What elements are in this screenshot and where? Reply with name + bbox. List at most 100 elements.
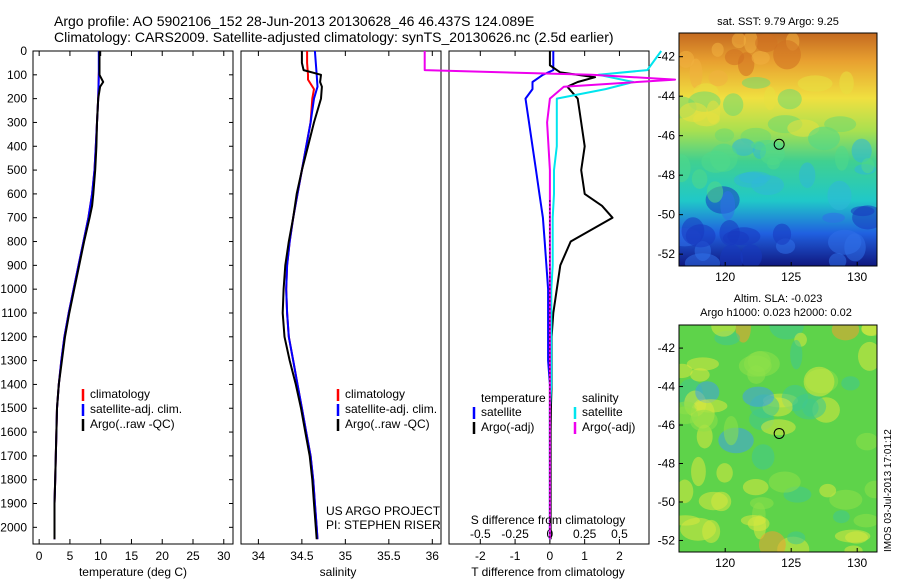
diff-legend-title-salinity: salinity	[582, 391, 619, 405]
depth-tick-label: 1000	[0, 282, 27, 296]
temp-xtick-label: 25	[186, 549, 200, 563]
diff-legend-label: Argo(-adj)	[582, 420, 635, 434]
map-ytick-label: -52	[658, 533, 676, 547]
diff-xtick-label: -2	[475, 549, 486, 563]
sal-xtick-label: 34.5	[290, 549, 314, 563]
map-texture-blob	[684, 253, 721, 266]
map-texture-blob	[755, 33, 778, 53]
temp-series-argo-raw-qc-	[53, 51, 105, 540]
diff-xtick-label: 0	[547, 549, 554, 563]
map-texture-blob	[861, 158, 875, 174]
map-texture-blob	[831, 325, 860, 341]
sla-map-ticks: 120 125 130 -42 -44 -46 -48 -50 -52	[658, 341, 868, 570]
sst-map-ticks: 120 125 130 -42 -44 -46 -48 -50 -52	[658, 50, 868, 284]
temperature-axes	[32, 50, 234, 545]
sal-xtick-label: 36	[426, 549, 440, 563]
map-texture-blob	[792, 393, 827, 420]
map-texture-blob	[716, 463, 733, 483]
map-texture-blob	[841, 376, 860, 391]
salinity-xlabel: salinity	[320, 565, 357, 579]
map-ytick-label: -50	[658, 495, 676, 509]
map-texture-blob	[737, 52, 755, 77]
diff-xtick-label: 2	[616, 549, 623, 563]
depth-tick-label: 1900	[0, 497, 27, 511]
map-texture-blob	[740, 244, 763, 266]
salinity-panel: 34 34.5 35 35.5 36 salinity climatologysatel…	[240, 50, 442, 579]
temp-xtick-label: 0	[36, 549, 43, 563]
map-texture-blob	[858, 341, 877, 371]
depth-tick-label: 1800	[0, 473, 27, 487]
map-xtick-label: 125	[781, 556, 801, 570]
map-texture-blob	[689, 409, 718, 432]
map-xtick-label: 120	[715, 556, 735, 570]
map-texture-blob	[834, 529, 871, 543]
salinity-series	[281, 50, 323, 540]
map-texture-blob	[751, 50, 770, 65]
salinity-axes	[240, 50, 442, 545]
map-ytick-label: -48	[658, 457, 676, 471]
temp-legend-label: satellite-adj. clim.	[90, 402, 182, 416]
map-texture-blob	[731, 33, 747, 49]
salinity-ticks: 34 34.5 35 35.5 36	[252, 51, 440, 563]
map-texture-blob	[689, 58, 703, 89]
diff-legend-label: satellite	[481, 405, 522, 419]
map-texture-blob	[732, 138, 756, 156]
difference-legend: temperature salinitysatelliteArgo(-adj)sa…	[472, 391, 635, 434]
sst-map-title: sat. SST: 9.79 Argo: 9.25	[717, 16, 839, 28]
depth-tick-label: 400	[7, 139, 27, 153]
sal-legend-label: Argo(..raw -QC)	[345, 417, 430, 431]
sla-map-subtitle: Argo h1000: 0.023 h2000: 0.02	[700, 307, 852, 319]
temp-xtick-label: 5	[67, 549, 74, 563]
map-texture-blob	[709, 143, 738, 172]
map-texture-blob	[679, 515, 700, 526]
map-texture-blob	[698, 491, 728, 511]
map-xtick-label: 125	[781, 270, 801, 284]
map-texture-blob	[706, 181, 724, 203]
depth-tick-label: 600	[7, 187, 27, 201]
map-texture-blob	[719, 244, 744, 266]
map-texture-blob	[711, 42, 724, 57]
sla-map-title: Altim. SLA: -0.023	[734, 293, 823, 305]
map-texture-blob	[738, 171, 771, 184]
difference-ticks: -2 -1 0 1 2-0.5 -0.25 0 0.25 0.5	[470, 51, 628, 563]
diff-xtick-label: 1	[581, 549, 588, 563]
depth-tick-label: 2000	[0, 520, 27, 534]
map-texture-blob	[691, 456, 706, 487]
depth-tick-label: 1400	[0, 377, 27, 391]
temp-xtick-label: 15	[125, 549, 139, 563]
sla-texture	[679, 325, 877, 552]
temp-legend-label: climatology	[90, 387, 150, 401]
sal-xtick-label: 34	[252, 549, 266, 563]
map-texture-blob	[679, 102, 708, 123]
sal-xtick-label: 35	[339, 549, 353, 563]
map-texture-blob	[861, 325, 877, 336]
map-texture-blob	[799, 162, 816, 189]
diff-top-xtick-label: 0.5	[611, 527, 628, 541]
map-texture-blob	[855, 432, 877, 451]
temperature-xlabel: temperature (deg C)	[79, 565, 187, 579]
map-texture-blob	[773, 40, 801, 70]
depth-tick-label: 200	[7, 92, 27, 106]
map-texture-blob	[834, 145, 849, 171]
map-texture-blob	[772, 223, 792, 245]
difference-series	[423, 50, 677, 544]
sla-map-panel: Altim. SLA: -0.023 Argo h1000: 0.023 h20…	[658, 293, 878, 570]
map-texture-blob	[819, 483, 837, 498]
map-texture-blob	[742, 479, 769, 496]
temperature-panel: 0100200300400500600700800900100011001200…	[0, 44, 649, 579]
sst-map-panel: sat. SST: 9.79 Argo: 9.25 120 125 130 -42 -4…	[658, 16, 878, 284]
map-texture-blob	[777, 88, 802, 110]
sal-legend-label: satellite-adj. clim.	[345, 402, 437, 416]
map-texture-blob	[706, 100, 721, 125]
diff-top-xtick-label: -0.5	[470, 527, 491, 541]
sst-texture	[679, 33, 877, 266]
map-texture-blob	[691, 169, 708, 189]
map-texture-blob	[763, 86, 777, 111]
map-texture-blob	[803, 366, 835, 397]
map-texture-blob	[839, 71, 854, 95]
map-texture-blob	[808, 126, 841, 151]
argo-position-marker	[773, 138, 785, 150]
map-ytick-label: -46	[658, 129, 676, 143]
map-ytick-label: -50	[658, 208, 676, 222]
